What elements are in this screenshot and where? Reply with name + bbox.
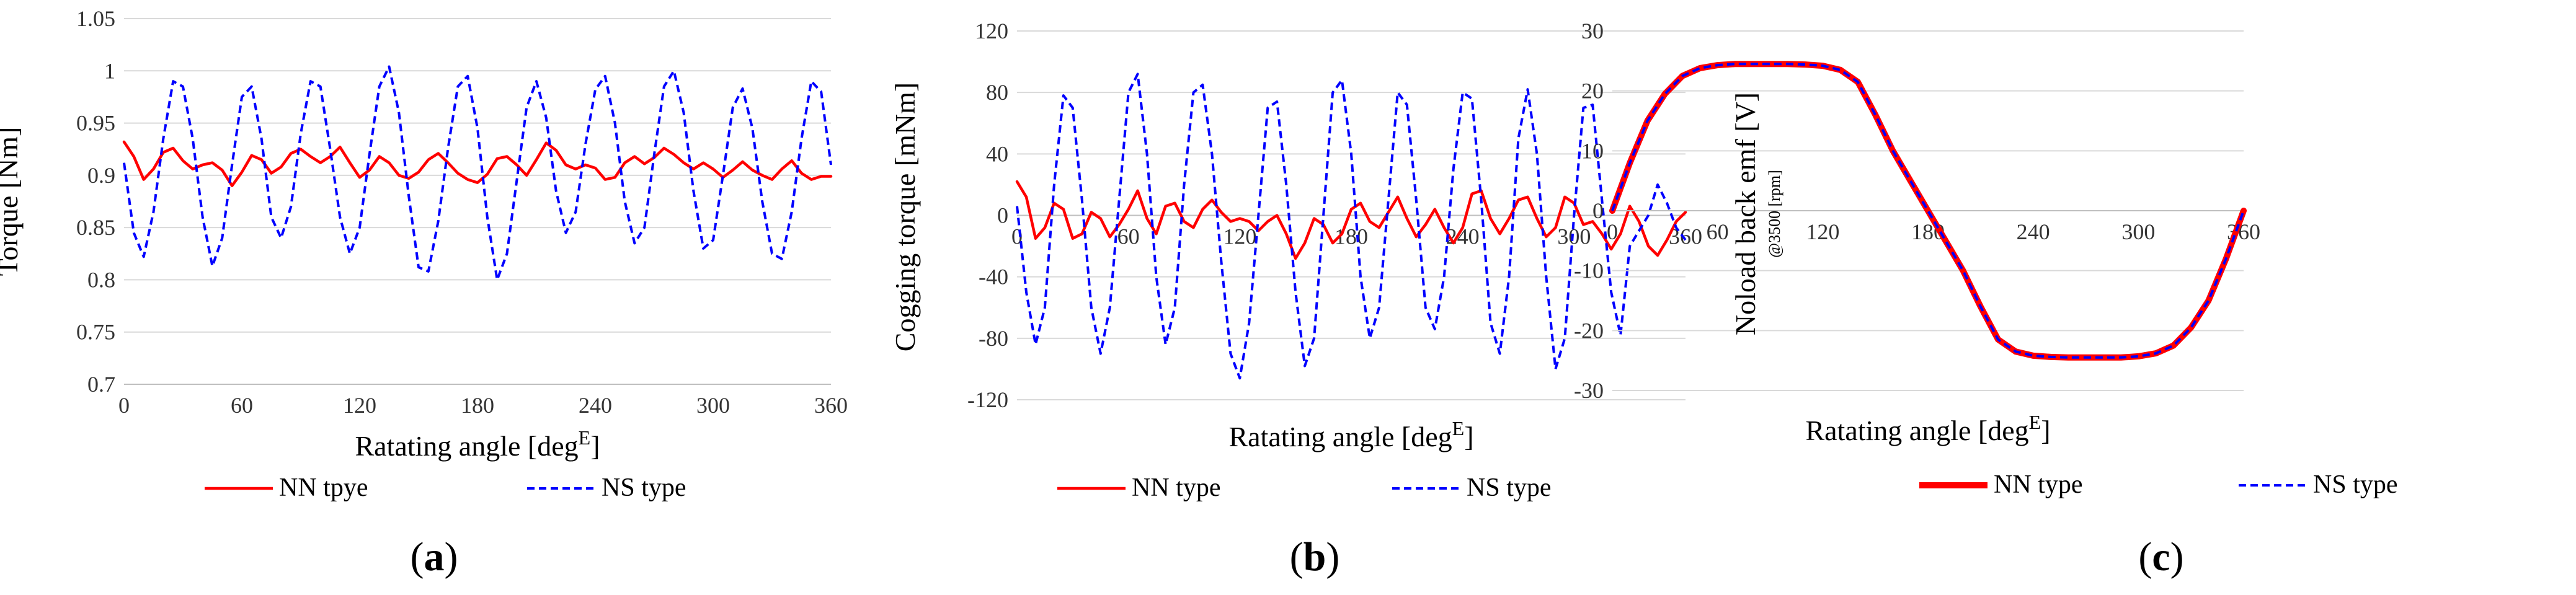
y-tick-label: 0.7	[87, 372, 115, 397]
x-axis-title: Ratating angle [degE]	[1805, 411, 2050, 446]
legend-label: NN type	[1132, 474, 1220, 502]
legend-label: NN tpye	[279, 474, 368, 502]
x-axis-title: Ratating angle [degE]	[355, 426, 600, 462]
x-tick-label: 180	[461, 393, 494, 418]
x-axis-title: Ratating angle [degE]	[1228, 417, 1473, 452]
x-tick-label: 360	[814, 393, 848, 418]
y-tick-label: 0.9	[87, 163, 115, 188]
legend-label: NN type	[1994, 470, 2082, 499]
panel-caption: (c)	[2138, 534, 2183, 580]
y-tick-label: 1	[104, 58, 115, 83]
series-line-nn-tpye	[122, 140, 833, 187]
y-tick-label: 20	[1581, 79, 1604, 104]
x-tick-label: 60	[1117, 224, 1140, 249]
y-tick-label: 10	[1581, 138, 1604, 163]
y-tick-label: 30	[1581, 19, 1604, 43]
y-tick-label: 1.05	[76, 6, 115, 31]
series-line-ns-type	[1016, 73, 1687, 380]
panel-caption: (a)	[411, 534, 458, 580]
y-tick-label: -10	[1574, 258, 1604, 283]
y-tick-label: 0	[997, 203, 1008, 228]
legend-label: NS type	[2313, 470, 2398, 499]
y-tick-label: 80	[986, 80, 1008, 105]
x-tick-label: 0	[118, 393, 130, 418]
y-axis-subtitle: @3500 [rpm]	[1765, 170, 1783, 258]
x-tick-label: 240	[2017, 219, 2050, 244]
x-tick-label: 0	[1607, 219, 1618, 244]
x-tick-label: 120	[1223, 224, 1256, 249]
y-tick-label: -80	[979, 326, 1008, 351]
y-axis-title: Noload back emf [V]	[1730, 92, 1761, 335]
x-tick-label: 300	[2121, 219, 2155, 244]
series-line-ns-type	[1611, 63, 2245, 359]
y-tick-label: -40	[979, 265, 1008, 289]
y-axis-title: Torque [Nm]	[0, 127, 24, 276]
y-tick-label: 120	[975, 19, 1008, 43]
x-tick-label: 120	[343, 393, 376, 418]
y-tick-label: 40	[986, 141, 1008, 166]
y-tick-label: 0.75	[76, 320, 115, 345]
y-axis-title: Cogging torque [mNm]	[889, 82, 921, 351]
panel-caption: (b)	[1290, 534, 1340, 580]
y-tick-label: 0	[1592, 198, 1604, 223]
legend-label: NS type	[602, 474, 686, 502]
y-tick-label: -20	[1574, 318, 1604, 343]
y-tick-label: -120	[967, 387, 1008, 412]
y-tick-label: 0.8	[87, 267, 115, 292]
y-tick-label: 0.95	[76, 111, 115, 136]
legend-label: NS type	[1467, 474, 1552, 502]
x-tick-label: 300	[696, 393, 730, 418]
x-tick-label: 240	[579, 393, 612, 418]
y-tick-label: -30	[1574, 378, 1604, 403]
x-tick-label: 120	[1806, 219, 1839, 244]
series-line-ns-type	[123, 65, 832, 281]
chart-a: 0.7 0.75 0.8 0.85 0.9 0.95 1 1.05 0 60 120 180 240 30…	[0, 6, 848, 580]
x-tick-label: 60	[231, 393, 253, 418]
x-tick-label: 60	[1707, 219, 1729, 244]
y-tick-label: 0.85	[76, 215, 115, 240]
